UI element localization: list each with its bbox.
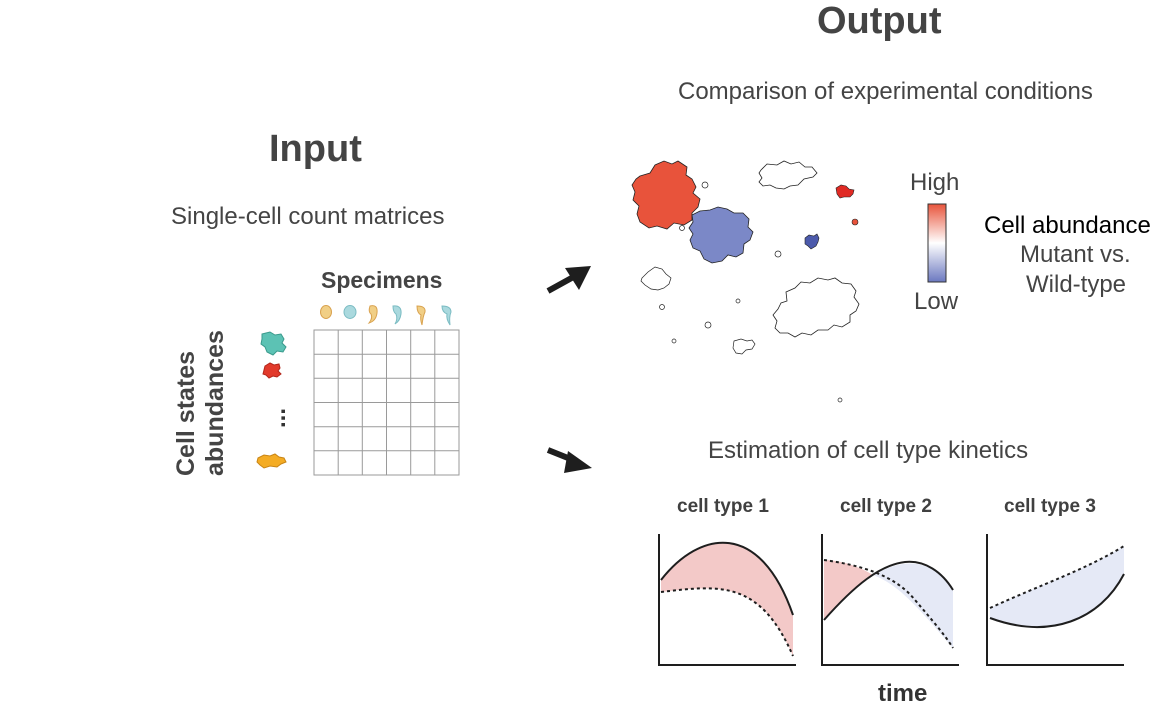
panel2-axes bbox=[821, 534, 959, 666]
abundance-colorbar bbox=[927, 203, 947, 283]
cluster-dot bbox=[701, 181, 709, 189]
panel1-solid-curve bbox=[660, 541, 794, 616]
specimens-label: Specimens bbox=[321, 267, 443, 293]
input-title: Input bbox=[269, 128, 362, 170]
cluster-blue-small bbox=[804, 233, 820, 250]
count-matrix-grid bbox=[313, 329, 460, 476]
cluster-red-small bbox=[835, 184, 855, 199]
specimen-icon bbox=[343, 305, 357, 319]
cluster-white-large bbox=[772, 277, 860, 338]
panel-title-1: cell type 1 bbox=[677, 496, 769, 517]
kinetics-subtitle: Estimation of cell type kinetics bbox=[708, 437, 1029, 464]
specimen-icon bbox=[320, 305, 332, 319]
cluster-dot bbox=[659, 304, 665, 310]
specimen-icon bbox=[392, 305, 402, 325]
cluster-dot bbox=[735, 298, 741, 304]
panel3-dashed-curve bbox=[989, 545, 1125, 609]
panel3-solid-curve bbox=[989, 573, 1125, 628]
cluster-dot bbox=[837, 397, 843, 403]
cluster-dot bbox=[671, 338, 677, 344]
panel2-solid-curve bbox=[823, 560, 954, 621]
cluster-dot-red bbox=[851, 218, 859, 226]
panel2-dashed-curve bbox=[823, 559, 954, 649]
panel-title-2: cell type 2 bbox=[840, 496, 932, 517]
kinetics-panel-3 bbox=[986, 534, 1125, 666]
specimen-icon bbox=[441, 305, 452, 326]
panel2-band-up bbox=[824, 560, 873, 620]
cluster-dot bbox=[774, 250, 782, 258]
cluster-blue-large bbox=[688, 206, 754, 264]
kinetics-panel-1 bbox=[658, 534, 796, 666]
cluster-red-large bbox=[631, 160, 701, 230]
input-subtitle: Single-cell count matrices bbox=[171, 203, 445, 230]
cluster-white-left bbox=[640, 266, 672, 291]
panel1-band bbox=[661, 542, 793, 656]
cluster-white-tail bbox=[732, 338, 756, 355]
specimen-icon bbox=[416, 305, 426, 326]
cell-state-icon-orange bbox=[256, 453, 287, 469]
cluster-dot bbox=[704, 321, 712, 329]
cell-state-icon-red bbox=[262, 362, 282, 379]
panel2-band-down bbox=[873, 563, 953, 648]
cell-state-icon-teal bbox=[260, 331, 287, 356]
panel1-axes bbox=[658, 534, 796, 666]
legend-subtitle-line1: Mutant vs. bbox=[1020, 241, 1131, 268]
cluster-map bbox=[631, 160, 860, 403]
time-label: time bbox=[878, 680, 928, 707]
specimen-icon bbox=[367, 305, 378, 324]
specimen-icons bbox=[320, 305, 452, 326]
panel-title-3: cell type 3 bbox=[1004, 496, 1096, 517]
legend-subtitle-line2: Wild-type bbox=[1026, 271, 1127, 298]
panel3-band bbox=[990, 546, 1124, 627]
arrow-to-comparison bbox=[546, 266, 591, 294]
cluster-white-top bbox=[758, 160, 818, 190]
arrow-to-kinetics bbox=[546, 447, 592, 473]
legend-title: Cell abundance bbox=[984, 212, 1151, 239]
output-title: Output bbox=[817, 0, 942, 42]
comparison-subtitle: Comparison of experimental conditions bbox=[678, 78, 1093, 105]
legend-low: Low bbox=[914, 288, 959, 315]
panel1-dashed-curve bbox=[660, 587, 794, 657]
cluster-dot bbox=[679, 225, 685, 231]
panel3-axes bbox=[986, 534, 1124, 666]
kinetics-panel-2 bbox=[821, 534, 959, 666]
legend-high: High bbox=[910, 169, 960, 196]
